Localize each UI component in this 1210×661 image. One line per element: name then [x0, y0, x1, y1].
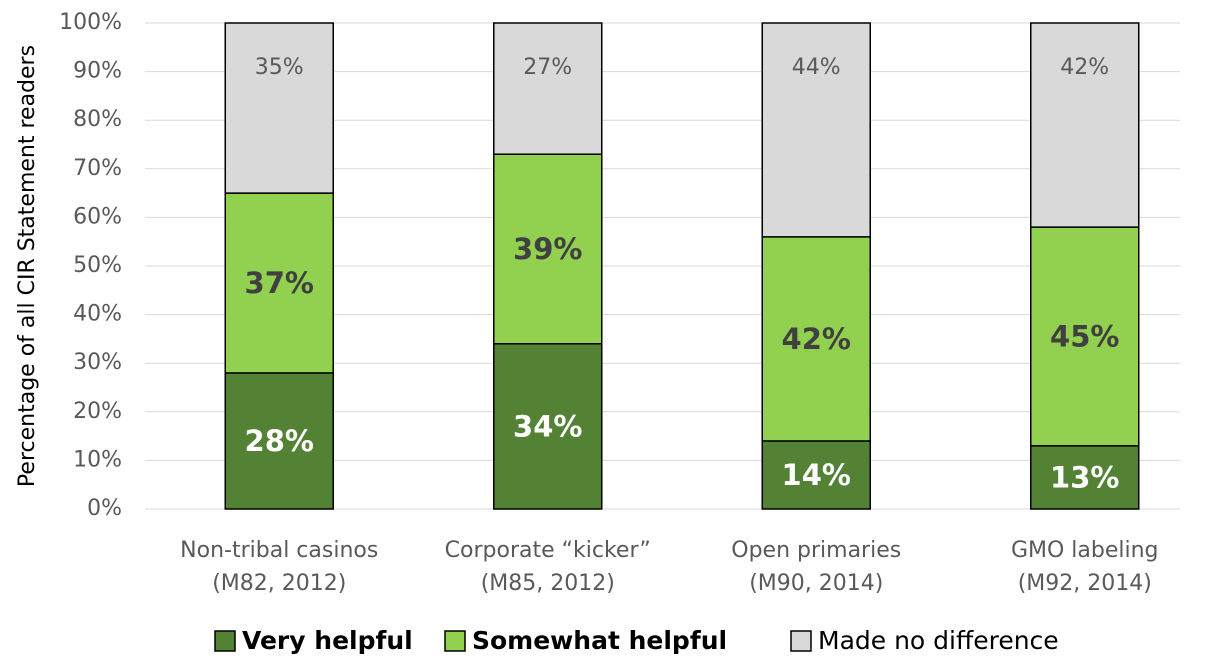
legend-swatch: [444, 630, 466, 652]
data-label: 45%: [1050, 319, 1119, 353]
data-label: 44%: [792, 55, 841, 80]
data-label: 42%: [1060, 55, 1109, 80]
data-label: 39%: [513, 232, 582, 266]
x-tick-label: Non-tribal casinos: [180, 538, 378, 563]
data-label: 37%: [245, 266, 314, 300]
y-tick-label: 100%: [59, 10, 122, 35]
legend-swatch: [790, 630, 812, 652]
x-tick-label: GMO labeling: [1011, 538, 1159, 563]
bar-segment: [493, 22, 603, 155]
x-tick-label: (M82, 2012): [212, 571, 346, 596]
y-tick-label: 50%: [73, 253, 122, 278]
legend-label: Very helpful: [242, 626, 413, 655]
y-tick-label: 80%: [73, 107, 122, 132]
y-axis-label: Percentage of all CIR Statement readers: [15, 45, 40, 487]
x-tick-label: (M92, 2014): [1018, 571, 1152, 596]
data-label: 27%: [523, 55, 572, 80]
y-tick-label: 90%: [73, 59, 122, 84]
y-tick-label: 30%: [73, 350, 122, 375]
y-tick-label: 10%: [73, 447, 122, 472]
legend-swatch: [214, 630, 236, 652]
bar-segment: [224, 192, 334, 374]
bar-segment: [761, 22, 871, 238]
x-tick-label: (M85, 2012): [481, 571, 615, 596]
data-label: 13%: [1050, 460, 1119, 494]
bar-segment: [761, 440, 871, 510]
x-tick-label: Corporate “kicker”: [445, 538, 651, 563]
data-label: 35%: [255, 55, 304, 80]
y-tick-label: 0%: [87, 496, 122, 521]
bar-segment: [493, 343, 603, 510]
bar-segment: [224, 372, 334, 510]
data-label: 28%: [245, 424, 314, 458]
bar-segment: [1030, 22, 1140, 228]
x-tick-label: Open primaries: [731, 538, 901, 563]
legend-label: Somewhat helpful: [472, 626, 727, 655]
bar-segment: [1030, 226, 1140, 447]
data-label: 42%: [782, 322, 851, 356]
bar-segment: [224, 22, 334, 194]
y-tick-label: 70%: [73, 156, 122, 181]
legend-label: Made no difference: [818, 626, 1059, 655]
data-label: 34%: [513, 409, 582, 443]
y-tick-label: 20%: [73, 399, 122, 424]
data-label: 14%: [782, 458, 851, 492]
x-tick-label: (M90, 2014): [749, 571, 883, 596]
bar-segment: [493, 153, 603, 345]
y-tick-label: 40%: [73, 302, 122, 327]
y-tick-label: 60%: [73, 204, 122, 229]
